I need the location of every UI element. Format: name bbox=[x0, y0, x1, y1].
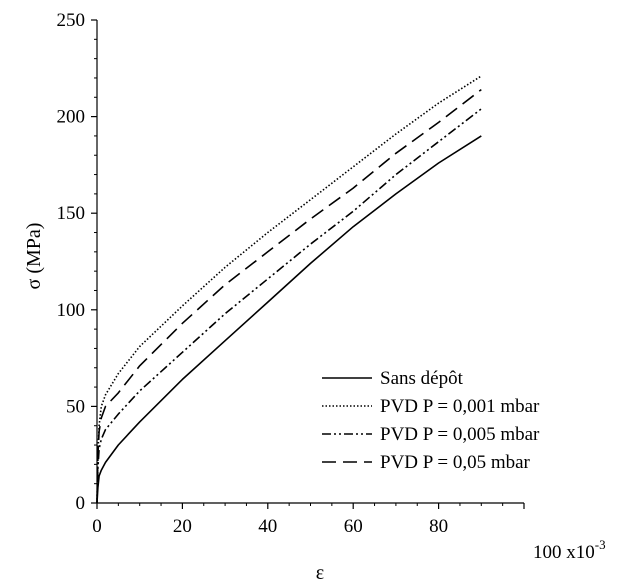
y-tick-label: 150 bbox=[57, 203, 86, 224]
y-tick-label: 50 bbox=[66, 396, 85, 417]
series bbox=[96, 75, 482, 504]
x-axis-label: ε bbox=[316, 562, 324, 582]
y-axis-label: σ (MPa) bbox=[23, 223, 45, 290]
y-tick-label: 250 bbox=[57, 10, 86, 31]
x-tick-label: 40 bbox=[258, 516, 277, 537]
legend-label: PVD P = 0,05 mbar bbox=[380, 452, 531, 473]
series-line bbox=[96, 135, 482, 504]
series-line bbox=[96, 75, 482, 504]
y-tick-label: 200 bbox=[57, 107, 86, 128]
legend-label: PVD P = 0,005 mbar bbox=[380, 424, 540, 445]
legend: Sans dépôt PVD P = 0,001 mbar PVD P = 0,00… bbox=[322, 368, 540, 473]
y-tick-label: 100 bbox=[57, 300, 86, 321]
x-multiplier-text: 100 x10 bbox=[533, 542, 595, 563]
x-multiplier-exponent: -3 bbox=[595, 537, 606, 552]
x-tick-label: 0 bbox=[92, 516, 102, 537]
x-tick-label: 60 bbox=[344, 516, 363, 537]
series-line bbox=[96, 88, 482, 504]
ticks: 0 50 100 150 200 250 0 20 40 60 80 bbox=[57, 10, 525, 537]
x-tick-label: 20 bbox=[173, 516, 192, 537]
x-tick-label: 80 bbox=[429, 516, 448, 537]
x-multiplier-label: 100 x10-3 bbox=[533, 537, 606, 563]
series-line bbox=[96, 108, 482, 504]
legend-label: PVD P = 0,001 mbar bbox=[380, 396, 540, 417]
y-tick-label: 0 bbox=[76, 493, 86, 514]
legend-label: Sans dépôt bbox=[380, 368, 464, 389]
